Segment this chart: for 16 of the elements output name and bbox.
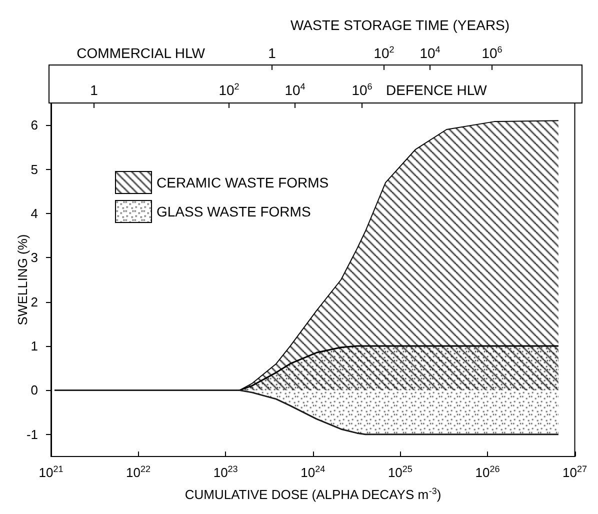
legend-label: CERAMIC WASTE FORMS [156, 174, 329, 190]
y-axis-title: SWELLING (%) [15, 234, 30, 326]
text: 1 [268, 45, 276, 61]
y-tick-label: 4 [30, 206, 38, 221]
y-tick-label: 0 [30, 382, 38, 398]
y-tick-label: 5 [30, 162, 38, 177]
y-tick-label: 6 [30, 118, 38, 133]
y-tick-label: -1 [26, 426, 38, 442]
text: 1 [90, 82, 98, 98]
text: DEFENCE HLW [386, 82, 488, 98]
legend-label: GLASS WASTE FORMS [156, 204, 311, 220]
y-tick-label: 1 [30, 338, 38, 354]
y-tick-label: 3 [30, 250, 38, 266]
x2-axis-title: WASTE STORAGE TIME (YEARS) [290, 17, 510, 33]
text: COMMERCIAL HLW [76, 45, 206, 61]
y-tick-label: 2 [30, 294, 38, 310]
